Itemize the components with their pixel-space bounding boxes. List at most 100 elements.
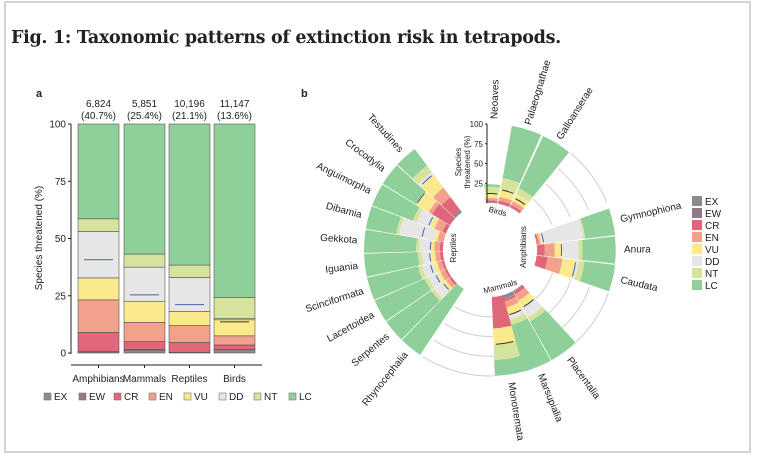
polar-segment-nt <box>412 165 432 184</box>
polar-segment-nt <box>431 288 442 301</box>
x-tick-label: Reptiles <box>171 374 207 385</box>
bar-segment-lc <box>213 123 256 298</box>
legend-label-en: EN <box>705 233 719 244</box>
threatened-pct-label: (40.7%) <box>81 111 116 122</box>
polar-segment-vu <box>485 193 499 199</box>
polar-segment-ex <box>512 284 523 292</box>
polar-segment-cr <box>513 285 525 295</box>
order-label: Anguimorpha <box>315 161 374 197</box>
polar-y-axis-label-line2: threatened (%) <box>463 135 472 188</box>
polar-segment-dd <box>428 273 443 289</box>
polar-segment-en <box>435 251 441 262</box>
threatened-line <box>523 299 534 308</box>
figure-frame <box>4 1 751 453</box>
polar-segment-nt <box>417 252 424 266</box>
grid-arc <box>532 198 553 226</box>
legend-label-nt: NT <box>705 269 718 280</box>
bar-segment-lc <box>77 123 120 220</box>
polar-segment-dd <box>561 240 579 260</box>
polar-segment-lc <box>386 290 440 340</box>
polar-segment-lc <box>372 184 420 221</box>
polar-segment-vu <box>429 216 440 229</box>
bar-segment-en <box>213 335 256 346</box>
polar-segment-en <box>428 201 440 215</box>
bar-segment-vu <box>77 277 120 301</box>
x-tick-label: Amphibians <box>72 374 124 385</box>
bar-segment-nt <box>123 253 166 268</box>
polar-segment-vu <box>538 232 543 244</box>
polar-segment-nt <box>416 238 421 252</box>
bar-segment-en <box>123 322 166 342</box>
polar-segment-dd <box>421 251 433 265</box>
legend-swatch-lc <box>288 392 297 401</box>
order-label: Scinciformata <box>304 286 365 315</box>
polar-segment-nt <box>574 260 585 282</box>
polar-segment-nt <box>417 265 426 280</box>
polar-segment-nt <box>509 313 528 326</box>
polar-segment-en <box>437 260 445 272</box>
grid-arc <box>548 279 572 314</box>
polar-y-axis-label-line1: Species <box>454 148 463 176</box>
threatened-line <box>541 233 545 243</box>
polar-segment-en <box>498 196 513 205</box>
order-label: Placentalia <box>564 355 602 401</box>
polar-segment-ew <box>503 294 515 300</box>
polar-segment-cr <box>441 260 447 270</box>
polar-segment-cr <box>491 295 512 329</box>
polar-segment-en <box>504 296 519 308</box>
threatened-line <box>571 262 577 277</box>
polar-segment-vu <box>505 302 523 316</box>
bar-segment-cr <box>77 332 120 352</box>
legend-swatch-cr <box>692 220 702 230</box>
polar-segment-cr <box>431 204 456 226</box>
threatened-pct-label: (21.1%) <box>172 111 207 122</box>
grid-arc <box>422 356 495 377</box>
legend-label-ew: EW <box>705 209 722 220</box>
polar-segment-dd <box>418 171 435 187</box>
polar-segment-dd <box>507 309 525 320</box>
polar-segment-cr <box>442 223 450 234</box>
group-label-birds: Birds <box>488 205 508 218</box>
order-label: Neoaves <box>489 79 501 119</box>
legend-swatch-ew <box>692 208 702 218</box>
legend-label-cr: CR <box>705 221 719 232</box>
polar-segment-vu <box>437 271 446 283</box>
order-label: Iguania <box>325 261 359 276</box>
polar-segment-lc <box>364 229 418 253</box>
polar-segment-lc <box>518 136 570 198</box>
polar-segment-cr <box>503 294 516 302</box>
bar-segment-ex <box>123 349 166 354</box>
bar-segment-cr <box>123 341 166 350</box>
legend-label-vu: VU <box>705 245 719 256</box>
grid-arc <box>557 168 589 211</box>
polar-segment-nt <box>578 240 583 260</box>
threatened-line <box>496 340 514 345</box>
legend-swatch-en <box>148 392 157 401</box>
count-label: 5,851 <box>132 99 157 110</box>
polar-segment-ex <box>509 207 520 214</box>
polar-segment-vu <box>434 230 440 242</box>
polar-segment-dd <box>539 218 584 244</box>
bar-segment-dd <box>77 231 120 279</box>
panel-b: Neoaves Palaeognathae Galloanserae Gymnophi… <box>304 58 721 441</box>
polar-segment-dd <box>515 194 529 203</box>
polar-segment-en <box>437 231 446 243</box>
order-label: Gekkota <box>320 233 358 247</box>
polar-segment-lc <box>397 148 427 179</box>
bar-segment-nt <box>77 218 120 232</box>
legend-swatch-nt <box>253 392 262 401</box>
polar-segment-en <box>535 233 541 245</box>
polar-segment-en <box>544 256 563 275</box>
polar-segment-lc <box>367 266 423 300</box>
bar-segment-dd <box>123 266 166 302</box>
polar-segment-en <box>434 219 447 232</box>
polar-segment-dd <box>571 260 580 280</box>
polar-segment-lc <box>502 125 542 184</box>
x-tick-label: Birds <box>223 374 246 385</box>
legend-swatch-dd <box>218 392 227 401</box>
threatened-line <box>502 189 514 194</box>
order-label: Gymnophiona <box>619 201 683 226</box>
order-label: Serpentes <box>350 331 392 369</box>
polar-segment-ex <box>502 291 515 300</box>
order-label: Galloanserae <box>555 85 596 142</box>
